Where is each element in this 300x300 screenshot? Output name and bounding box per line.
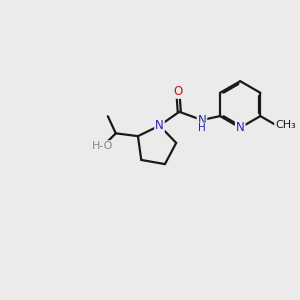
Text: O: O [173, 85, 182, 98]
Text: H: H [198, 123, 206, 133]
Text: CH₃: CH₃ [275, 120, 296, 130]
Text: N: N [155, 119, 164, 132]
Text: H-O: H-O [92, 141, 114, 151]
Text: N: N [198, 113, 206, 127]
Text: N: N [236, 121, 244, 134]
